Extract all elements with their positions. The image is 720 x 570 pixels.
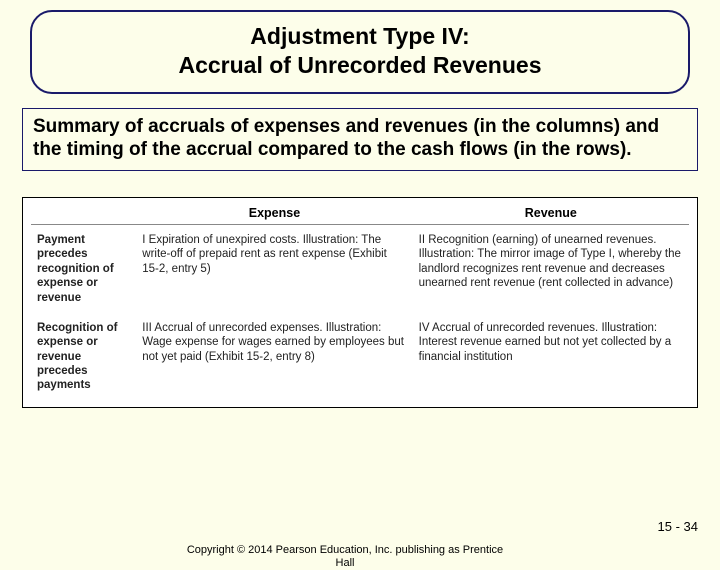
summary-box: Summary of accruals of expenses and reve… [22, 108, 698, 172]
cell-III: III Accrual of unrecorded expenses. Illu… [136, 313, 412, 401]
accrual-table: Expense Revenue Payment precedes recogni… [31, 204, 689, 401]
col-header-expense: Expense [136, 204, 412, 225]
slide-title-line2: Accrual of Unrecorded Revenues [52, 51, 668, 80]
table-corner-blank [31, 204, 136, 225]
cell-I: I Expiration of unexpired costs. Illustr… [136, 225, 412, 313]
row-header-1: Payment precedes recognition of expense … [31, 225, 136, 313]
cell-II: II Recognition (earning) of unearned rev… [413, 225, 689, 313]
table-row: Recognition of expense or revenue preced… [31, 313, 689, 401]
row-header-2: Recognition of expense or revenue preced… [31, 313, 136, 401]
cell-IV: IV Accrual of unrecorded revenues. Illus… [413, 313, 689, 401]
copyright-text: Copyright © 2014 Pearson Education, Inc.… [180, 544, 510, 570]
page-number: 15 - 34 [658, 519, 698, 534]
col-header-revenue: Revenue [413, 204, 689, 225]
accrual-table-container: Expense Revenue Payment precedes recogni… [22, 197, 698, 408]
slide-title-box: Adjustment Type IV: Accrual of Unrecorde… [30, 10, 690, 94]
slide-title-line1: Adjustment Type IV: [52, 22, 668, 51]
table-row: Payment precedes recognition of expense … [31, 225, 689, 313]
summary-text: Summary of accruals of expenses and reve… [33, 115, 687, 163]
